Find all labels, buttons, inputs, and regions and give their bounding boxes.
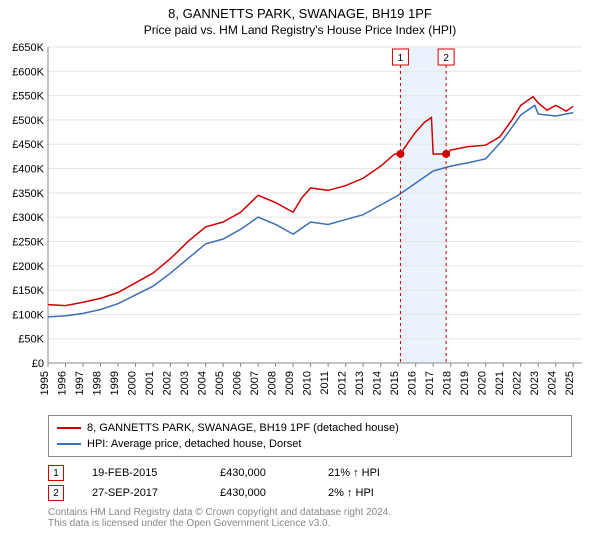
legend-swatch-hpi <box>57 443 81 445</box>
svg-text:2022: 2022 <box>512 371 524 395</box>
sale-marker-1: 1 <box>48 465 64 481</box>
svg-text:2010: 2010 <box>302 371 314 395</box>
svg-text:2016: 2016 <box>407 371 419 395</box>
svg-text:1997: 1997 <box>74 371 86 395</box>
svg-text:2005: 2005 <box>214 371 226 395</box>
svg-text:2004: 2004 <box>197 371 209 395</box>
svg-text:2002: 2002 <box>162 371 174 395</box>
legend-label: HPI: Average price, detached house, Dors… <box>87 438 301 450</box>
svg-text:2020: 2020 <box>477 371 489 395</box>
svg-text:2024: 2024 <box>547 371 559 395</box>
svg-text:1999: 1999 <box>109 371 121 395</box>
svg-text:2006: 2006 <box>232 371 244 395</box>
svg-text:2015: 2015 <box>389 371 401 395</box>
svg-text:2014: 2014 <box>372 371 384 395</box>
sale-row: 2 27-SEP-2017 £430,000 2% ↑ HPI <box>48 483 572 503</box>
svg-text:2018: 2018 <box>442 371 454 395</box>
svg-text:2017: 2017 <box>424 371 436 395</box>
svg-text:£250K: £250K <box>12 236 44 248</box>
sales-table: 1 19-FEB-2015 £430,000 21% ↑ HPI 2 27-SE… <box>48 463 572 503</box>
title-address: 8, GANNETTS PARK, SWANAGE, BH19 1PF <box>10 6 590 21</box>
svg-text:£150K: £150K <box>12 285 44 297</box>
sale-date: 19-FEB-2015 <box>92 467 192 479</box>
svg-text:2019: 2019 <box>459 371 471 395</box>
svg-text:2000: 2000 <box>127 371 139 395</box>
svg-text:2021: 2021 <box>494 371 506 395</box>
svg-text:£0: £0 <box>32 358 44 370</box>
footnote: Contains HM Land Registry data © Crown c… <box>48 507 572 529</box>
svg-text:2: 2 <box>443 53 449 64</box>
svg-text:2012: 2012 <box>337 371 349 395</box>
svg-text:£100K: £100K <box>12 309 44 321</box>
svg-text:£300K: £300K <box>12 212 44 224</box>
sale-row: 1 19-FEB-2015 £430,000 21% ↑ HPI <box>48 463 572 483</box>
svg-text:2007: 2007 <box>249 371 261 395</box>
sale-price: £430,000 <box>220 467 300 479</box>
chart-area: £0 £50K £100K £150K £200K £250K £300K £350K £400… <box>0 41 600 411</box>
svg-text:£200K: £200K <box>12 261 44 273</box>
svg-text:1: 1 <box>398 53 404 64</box>
svg-text:2023: 2023 <box>529 371 541 395</box>
sale-date: 27-SEP-2017 <box>92 487 192 499</box>
svg-text:£450K: £450K <box>12 139 44 151</box>
chart-svg: £0 £50K £100K £150K £200K £250K £300K £350K £400… <box>0 41 600 411</box>
svg-text:1998: 1998 <box>92 371 104 395</box>
footnote-line: This data is licensed under the Open Gov… <box>48 518 572 529</box>
svg-text:£400K: £400K <box>12 164 44 176</box>
svg-text:2003: 2003 <box>179 371 191 395</box>
legend-swatch-property <box>57 427 81 429</box>
sale-delta: 21% ↑ HPI <box>328 467 418 479</box>
footnote-line: Contains HM Land Registry data © Crown c… <box>48 507 572 518</box>
svg-text:2008: 2008 <box>267 371 279 395</box>
legend-label: 8, GANNETTS PARK, SWANAGE, BH19 1PF (det… <box>87 422 399 434</box>
svg-text:2001: 2001 <box>144 371 156 395</box>
svg-text:2011: 2011 <box>319 371 331 395</box>
svg-text:2009: 2009 <box>284 371 296 395</box>
svg-text:2025: 2025 <box>564 371 576 395</box>
svg-text:£550K: £550K <box>12 91 44 103</box>
title-block: 8, GANNETTS PARK, SWANAGE, BH19 1PF Pric… <box>0 0 600 41</box>
svg-text:£350K: £350K <box>12 188 44 200</box>
legend-item-hpi: HPI: Average price, detached house, Dors… <box>57 436 563 452</box>
svg-text:1995: 1995 <box>39 371 51 395</box>
chart-container: 8, GANNETTS PARK, SWANAGE, BH19 1PF Pric… <box>0 0 600 529</box>
svg-text:£600K: £600K <box>12 66 44 78</box>
svg-text:2013: 2013 <box>354 371 366 395</box>
sale-price: £430,000 <box>220 487 300 499</box>
legend-item-property: 8, GANNETTS PARK, SWANAGE, BH19 1PF (det… <box>57 420 563 436</box>
svg-text:£500K: £500K <box>12 115 44 127</box>
svg-text:£50K: £50K <box>18 334 44 346</box>
svg-text:1996: 1996 <box>57 371 69 395</box>
svg-text:£650K: £650K <box>12 42 44 54</box>
title-subtitle: Price paid vs. HM Land Registry's House … <box>10 23 590 37</box>
sale-delta: 2% ↑ HPI <box>328 487 418 499</box>
sale-marker-2: 2 <box>48 485 64 501</box>
legend: 8, GANNETTS PARK, SWANAGE, BH19 1PF (det… <box>48 415 572 457</box>
